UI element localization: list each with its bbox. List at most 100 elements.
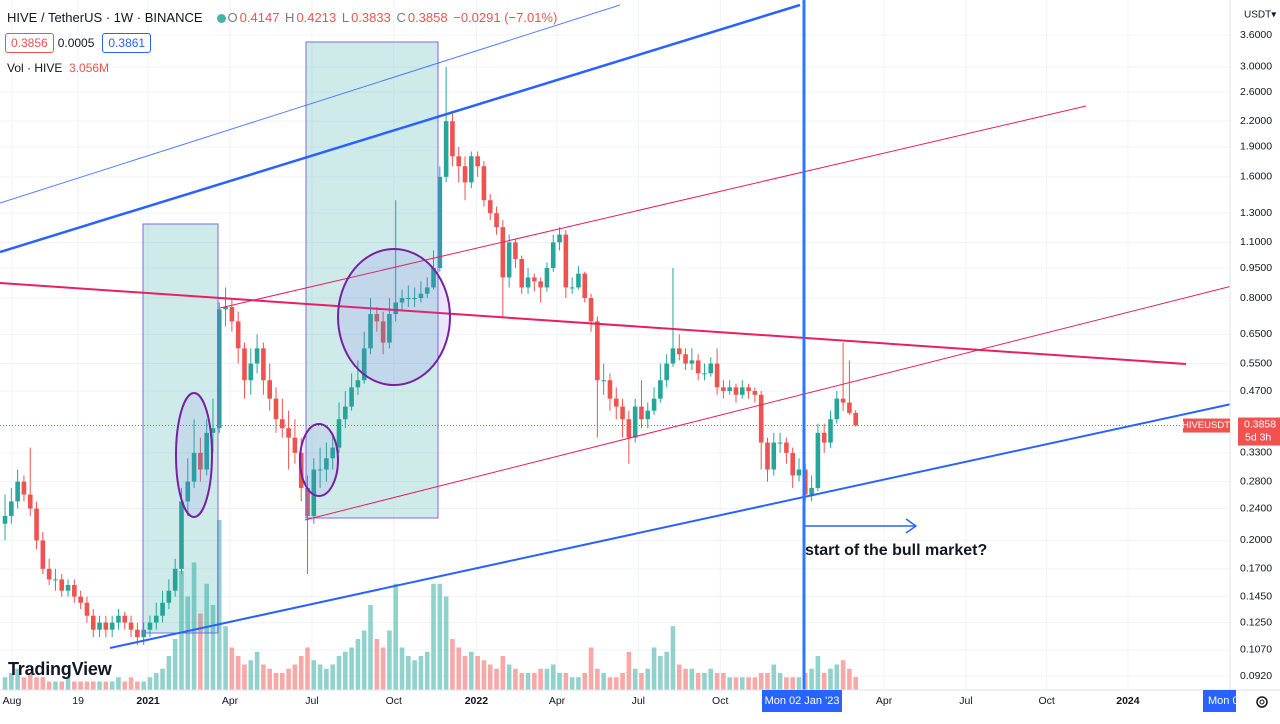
y-tick-label: 1.1000 — [1240, 236, 1272, 248]
h-label: H — [285, 10, 295, 25]
volume-bar — [632, 668, 638, 690]
buy-price[interactable]: 0.3861 — [102, 33, 152, 53]
volume-bar — [481, 660, 487, 690]
volume-bar — [109, 681, 115, 690]
candle-body — [116, 615, 121, 623]
candle-body — [494, 213, 499, 228]
candle-body — [456, 156, 462, 167]
volume-bar — [475, 656, 480, 690]
candle-body — [708, 363, 714, 374]
candle-body — [620, 406, 625, 420]
candle-body — [399, 298, 405, 303]
volume-bar — [702, 673, 707, 690]
candle-body — [834, 398, 840, 420]
candle-body — [557, 234, 562, 243]
volume-bar — [216, 520, 222, 690]
candle-body — [34, 508, 39, 541]
candle-body — [721, 387, 726, 392]
candle-body — [443, 121, 449, 177]
candle-body — [336, 419, 342, 448]
volume-bar — [355, 639, 361, 690]
volume-bar — [695, 673, 701, 690]
candle-body — [431, 267, 436, 288]
candle-body — [374, 314, 380, 322]
y-tick-label: 0.1450 — [1240, 590, 1272, 602]
volume-bar — [443, 596, 449, 690]
volume-bar — [204, 583, 209, 690]
x-tick-label: 2021 — [136, 695, 160, 707]
volume-bar — [437, 583, 443, 690]
x-tick-label: Apr — [222, 695, 239, 707]
gear[interactable] — [1256, 696, 1268, 708]
volume-bar — [46, 681, 52, 690]
volume-bar — [758, 673, 764, 690]
y-tick-label: 0.0920 — [1240, 670, 1272, 682]
volume-bar — [330, 664, 336, 690]
currency-label[interactable]: USDT▾ — [1244, 10, 1276, 21]
y-tick-label: 0.9500 — [1240, 262, 1272, 274]
symbol[interactable]: HIVE / TetherUS · 1W · BINANCE — [7, 10, 203, 25]
candle-body — [569, 287, 575, 289]
candle-body — [418, 293, 424, 299]
volume-bar — [809, 668, 814, 690]
volume-bar — [229, 647, 235, 690]
volume-bar — [544, 668, 550, 690]
high: 0.4213 — [296, 10, 337, 25]
c-label: C — [396, 10, 406, 25]
volume-bar — [626, 651, 632, 690]
volume-bar — [9, 673, 14, 690]
volume-bar — [210, 605, 216, 690]
volume-bar — [658, 656, 663, 690]
volume-bar — [349, 647, 354, 690]
volume-bar — [273, 673, 279, 690]
gear-center[interactable] — [1259, 699, 1265, 705]
highlight-box — [142, 223, 219, 634]
candle-body — [166, 590, 172, 603]
volume-bar — [368, 605, 373, 690]
settings-icon[interactable] — [1256, 696, 1268, 708]
x-tick-label: Apr — [549, 695, 566, 707]
candle-body — [683, 354, 688, 364]
candle-body — [437, 176, 443, 268]
trend-line — [219, 105, 1087, 309]
candle-body — [500, 227, 506, 278]
y-tick-label: 0.1070 — [1240, 644, 1272, 656]
trend-line — [304, 284, 1237, 521]
volume-bar — [620, 673, 625, 690]
volume-bar — [790, 677, 795, 690]
candle-body — [153, 615, 159, 623]
volume-bar — [305, 647, 310, 690]
volume-bar — [601, 673, 606, 690]
candle-body — [343, 406, 348, 420]
y-tick-label: 0.1250 — [1240, 616, 1272, 628]
volume-bar — [821, 673, 827, 690]
y-tick-label: 0.8000 — [1240, 292, 1272, 304]
candle-body — [840, 398, 846, 403]
x-tick-label: Jul — [632, 695, 645, 707]
candle-body — [595, 321, 600, 381]
volume-bar — [84, 681, 90, 690]
volume-bar — [279, 673, 285, 690]
volume-bar — [456, 647, 462, 690]
y-tick-label: 0.2400 — [1240, 502, 1272, 514]
sell-price[interactable]: 0.3856 — [5, 33, 54, 53]
volume-bar — [450, 639, 455, 690]
candle-body — [519, 259, 525, 288]
volume-bar — [267, 668, 272, 690]
candle-body — [676, 348, 682, 355]
candle-body — [279, 419, 285, 429]
volume-bar — [286, 668, 291, 690]
candle-body — [90, 615, 96, 630]
candle-body — [601, 380, 606, 382]
volume-bar — [645, 668, 651, 690]
change: −0.0291 (−7.01%) — [453, 10, 558, 25]
candle-body — [128, 622, 134, 630]
candle-body — [122, 615, 128, 623]
candle-body — [242, 348, 247, 381]
status-dot — [216, 14, 226, 24]
candle-body — [185, 481, 191, 502]
x-tick-label: Oct — [1038, 695, 1054, 707]
volume-bar — [714, 673, 720, 690]
